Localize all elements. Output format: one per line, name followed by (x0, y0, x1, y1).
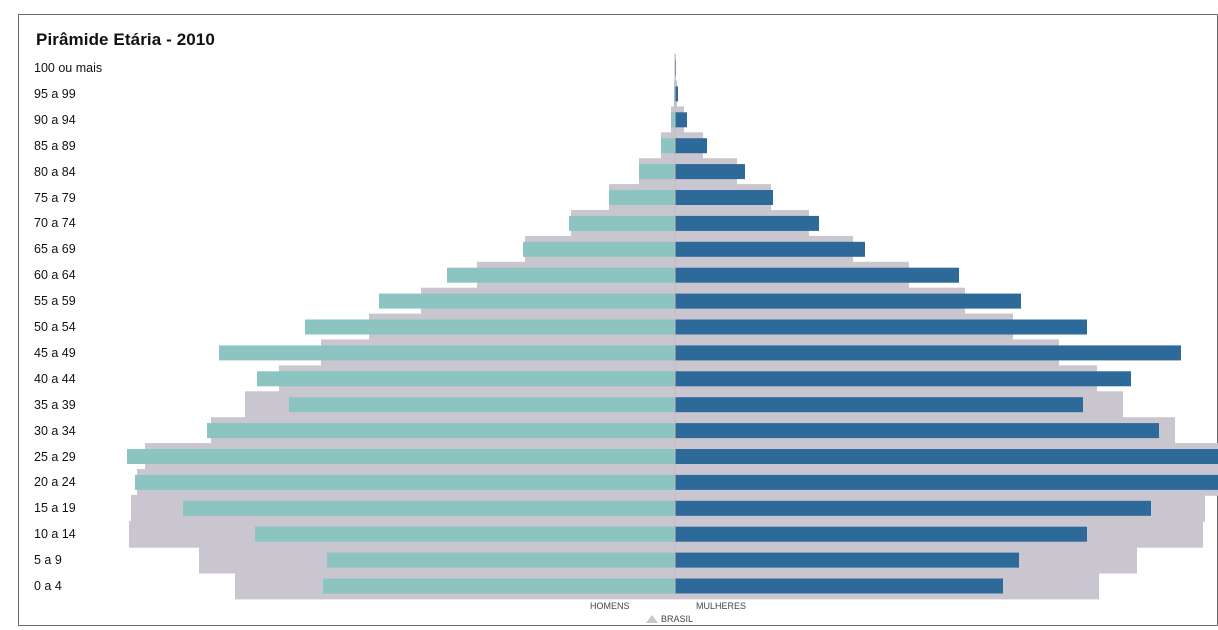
men-bar (639, 164, 675, 180)
women-bar (675, 526, 1087, 542)
men-bar (379, 293, 675, 309)
legend-men-label: HOMENS (590, 601, 630, 611)
age-group-label: 75 a 79 (34, 190, 76, 205)
women-bar (675, 112, 687, 128)
men-bar (257, 371, 675, 387)
age-group-label: 55 a 59 (34, 294, 76, 309)
women-bar (675, 164, 745, 180)
women-bar (675, 293, 1021, 309)
men-bar (219, 345, 675, 361)
men-bar (183, 500, 675, 516)
men-bar (255, 526, 675, 542)
men-bar (661, 138, 675, 154)
age-group-label: 70 a 74 (34, 216, 76, 231)
women-bar (675, 397, 1083, 413)
men-bar (327, 552, 675, 568)
age-group-label: 60 a 64 (34, 268, 76, 283)
women-bar (675, 319, 1087, 335)
women-bar (675, 552, 1019, 568)
legend-women-label: MULHERES (696, 601, 747, 611)
men-bar (289, 397, 675, 413)
women-bar (675, 241, 865, 257)
women-bar (675, 449, 1218, 464)
age-group-label: 65 a 69 (34, 242, 76, 257)
women-bar (675, 500, 1151, 516)
age-group-label: 15 a 19 (34, 501, 76, 516)
age-group-label: 25 a 29 (34, 449, 76, 464)
age-group-label: 45 a 49 (34, 345, 76, 360)
legend-triangle-icon (646, 615, 658, 623)
age-group-label: 5 a 9 (34, 553, 62, 568)
men-bar (305, 319, 675, 335)
men-bar (671, 112, 675, 128)
age-group-label: 95 a 99 (34, 86, 76, 101)
women-bar (675, 423, 1159, 439)
women-bar (675, 215, 819, 231)
men-bar (569, 215, 675, 231)
women-bar (675, 138, 707, 154)
men-bar (323, 578, 675, 594)
women-bar (675, 86, 678, 102)
women-bar (675, 474, 1218, 490)
age-group-label: 30 a 34 (34, 423, 76, 438)
legend-brasil-label: BRASIL (661, 614, 694, 624)
age-group-label: 10 a 14 (34, 527, 76, 542)
age-group-label: 0 a 4 (34, 579, 62, 593)
men-bar (523, 241, 675, 257)
age-group-label: 20 a 24 (34, 475, 76, 490)
women-bar (675, 190, 773, 205)
chart-title: Pirâmide Etária - 2010 (36, 30, 215, 49)
age-group-label: 80 a 84 (34, 164, 76, 179)
women-bar (675, 345, 1181, 361)
legend-brasil: BRASIL (646, 614, 693, 624)
age-group-label: 50 a 54 (34, 320, 76, 334)
men-bar (135, 474, 675, 490)
women-bar (675, 371, 1131, 387)
men-bar (609, 190, 675, 205)
age-group-label: 40 a 44 (34, 371, 76, 386)
men-bar (447, 267, 675, 283)
age-group-label: 100 ou mais (34, 61, 103, 75)
women-bar (675, 267, 959, 283)
age-group-label: 85 a 89 (34, 138, 76, 153)
men-bar (127, 449, 675, 464)
women-bar (675, 578, 1003, 594)
age-group-label: 90 a 94 (34, 112, 76, 127)
men-bar (207, 423, 675, 439)
age-group-label: 35 a 39 (34, 397, 76, 412)
